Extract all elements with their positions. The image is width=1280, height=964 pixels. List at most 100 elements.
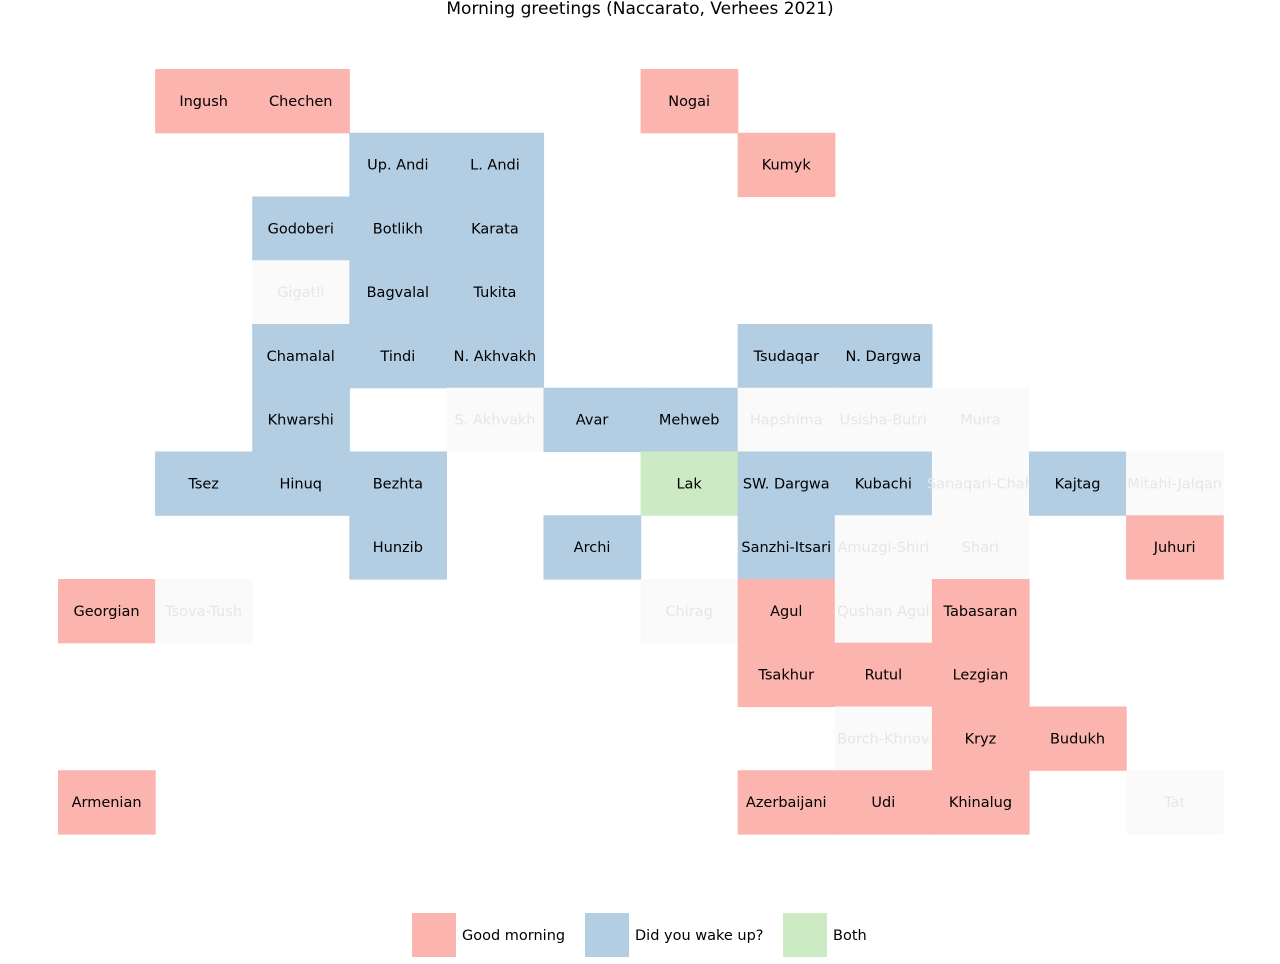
- language-cell: Nogai: [640, 69, 739, 134]
- cell-label: Juhuri: [1153, 540, 1196, 556]
- language-cell: Borch-Khnov: [834, 706, 933, 771]
- language-cell: Gigatli: [252, 260, 350, 325]
- cell-rect: [834, 515, 933, 580]
- cell-label: Gigatli: [277, 285, 324, 301]
- cell-label: Chamalal: [267, 349, 335, 365]
- language-cell: Kumyk: [737, 132, 836, 198]
- language-cell: Mehweb: [640, 387, 739, 453]
- legend: Good morning Did you wake up? Both: [412, 913, 867, 957]
- language-cell: Tindi: [349, 324, 447, 389]
- cell-label: N. Dargwa: [845, 349, 921, 365]
- language-cell: L. Andi: [446, 132, 545, 198]
- language-cell: Lak: [640, 451, 739, 516]
- cell-label: Hunzib: [373, 540, 423, 556]
- language-cell: Kajtag: [1029, 451, 1127, 516]
- legend-entry: Good morning: [412, 913, 565, 957]
- cell-rect: [834, 642, 933, 708]
- cell-rect: [834, 324, 933, 389]
- cell-rect: [349, 324, 447, 389]
- cell-rect: [58, 770, 156, 835]
- cell-label: Agul: [770, 604, 802, 620]
- cell-label: Hapshima: [750, 413, 823, 429]
- cell-label: Khinalug: [949, 795, 1012, 811]
- cell-label: N. Akhvakh: [454, 349, 537, 365]
- cell-rect: [1029, 451, 1127, 516]
- cell-label: Hinuq: [279, 476, 322, 492]
- language-cell: Udi: [834, 770, 933, 835]
- cell-label: Avar: [576, 413, 609, 429]
- language-cell: Chirag: [640, 579, 739, 644]
- language-cell: Hunzib: [349, 515, 447, 580]
- cell-label: Nogai: [668, 94, 710, 110]
- language-cell: N. Akhvakh: [446, 324, 545, 389]
- cell-label: Kryz: [965, 731, 997, 747]
- language-cell: Tukita: [446, 260, 545, 325]
- cell-label: L. Andi: [470, 158, 520, 174]
- cell-rect: [640, 579, 739, 644]
- cell-label: Chechen: [269, 94, 333, 110]
- language-cell: Kryz: [931, 706, 1030, 771]
- language-cell: Botlikh: [349, 196, 447, 261]
- cell-label: Botlikh: [373, 221, 423, 237]
- language-cell: Karata: [446, 196, 545, 261]
- legend-label: Both: [833, 928, 867, 944]
- language-cell: Tat: [1126, 770, 1224, 835]
- cell-rect: [252, 69, 350, 134]
- language-cell: Bezhta: [349, 451, 447, 516]
- cell-label: Borch-Khnov: [837, 731, 930, 747]
- cell-rect: [737, 579, 836, 644]
- language-cell: Chamalal: [252, 324, 350, 389]
- cell-label: Tsakhur: [757, 668, 814, 684]
- cell-rect: [58, 579, 156, 644]
- language-cell: Muira: [931, 387, 1030, 453]
- cell-rect: [737, 324, 836, 389]
- language-cell: Ingush: [155, 69, 253, 134]
- cell-label: Kubachi: [855, 476, 912, 492]
- language-cell: Qushan Agul: [834, 579, 933, 644]
- cell-rect: [349, 196, 447, 261]
- language-cell: Archi: [543, 515, 642, 580]
- legend-swatch: [783, 913, 827, 957]
- cell-label: Usisha-Butri: [840, 413, 927, 429]
- cell-label: Archi: [574, 540, 611, 556]
- cell-label: Up. Andi: [367, 158, 428, 174]
- language-cell: Hapshima: [737, 387, 836, 453]
- cell-rect: [737, 451, 836, 516]
- cell-rect: [252, 324, 350, 389]
- cell-label: Azerbaijani: [746, 795, 827, 811]
- cell-rect: [446, 260, 545, 325]
- language-cell: Godoberi: [252, 196, 350, 261]
- legend-entry: Both: [783, 913, 867, 957]
- language-cell: Amuzgi-Shiri: [834, 515, 933, 580]
- cell-rect: [349, 515, 447, 580]
- cell-rect: [931, 515, 1030, 580]
- legend-label: Did you wake up?: [635, 928, 764, 944]
- language-cell: S. Akhvakh: [446, 387, 545, 453]
- cell-rect: [155, 451, 253, 516]
- cell-label: Kumyk: [762, 158, 812, 174]
- cell-rect: [737, 642, 836, 708]
- legend-label: Good morning: [462, 928, 565, 944]
- cell-rect: [931, 642, 1030, 708]
- cell-rect: [252, 260, 350, 325]
- language-cell: Avar: [543, 387, 642, 453]
- cell-label: Mitahi-Jalqan: [1127, 476, 1222, 492]
- cell-label: SW. Dargwa: [743, 476, 830, 492]
- cell-label: Budukh: [1050, 731, 1105, 747]
- cell-rect: [349, 451, 447, 516]
- language-cell: Kubachi: [834, 451, 933, 516]
- legend-swatch: [585, 913, 629, 957]
- cell-rect: [543, 387, 642, 453]
- cell-rect: [737, 515, 836, 580]
- cell-rect: [446, 132, 545, 198]
- cell-rect: [640, 387, 739, 453]
- language-cell: Usisha-Butri: [834, 387, 933, 453]
- cell-rect: [737, 770, 836, 835]
- language-cell: N. Dargwa: [834, 324, 933, 389]
- cell-rect: [737, 387, 836, 453]
- language-cell: Azerbaijani: [737, 770, 836, 835]
- cell-label: Bagvalal: [367, 285, 429, 301]
- cell-label: Tsova-Tush: [164, 604, 242, 620]
- cell-rect: [252, 451, 350, 516]
